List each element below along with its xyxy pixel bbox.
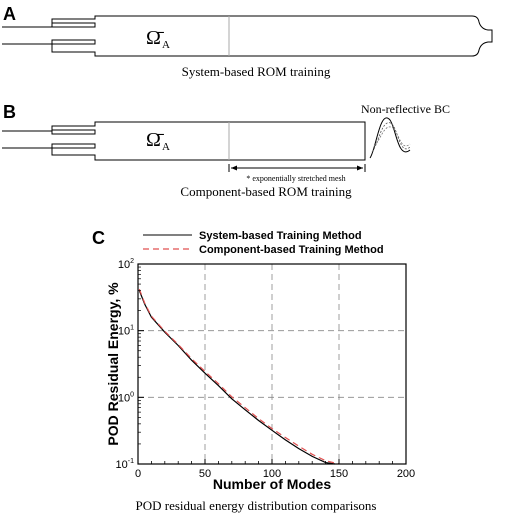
mesh-note: * exponentially stretched mesh xyxy=(246,174,345,183)
legend-label-component: Component-based Training Method xyxy=(199,244,384,256)
legend-label-system: System-based Training Method xyxy=(199,230,362,242)
panel-c-caption: POD residual energy distribution compari… xyxy=(136,498,377,513)
x-tick-label: 200 xyxy=(397,468,415,480)
series-line-0 xyxy=(138,290,336,465)
panel-b-letter: B xyxy=(3,102,16,122)
x-tick-label: 150 xyxy=(330,468,348,480)
x-tick-label: 50 xyxy=(199,468,211,480)
system-geometry xyxy=(2,15,493,57)
svg-text:Ω̄: Ω̄ xyxy=(146,129,165,151)
panel-c-letter: C xyxy=(92,228,105,248)
wave-icon xyxy=(369,117,411,159)
boundary-label: Non-reflective BC xyxy=(361,102,450,116)
x-tick-label: 100 xyxy=(263,468,281,480)
panel-a-letter: A xyxy=(3,4,16,24)
ticks: 0 50 100 150 200 10-1 100 101 102 xyxy=(116,258,416,480)
x-axis-title: Number of Modes xyxy=(213,476,331,492)
svg-text:A: A xyxy=(162,39,170,51)
mesh-span-arrow xyxy=(228,164,366,172)
grid xyxy=(138,264,406,464)
component-geometry xyxy=(2,121,366,161)
domain-label-a: Ω̄ A xyxy=(146,27,170,51)
legend: System-based Training Method Component-b… xyxy=(143,230,384,256)
y-tick-label: 101 xyxy=(118,325,134,338)
plot-area: 0 50 100 150 200 10-1 100 101 102 xyxy=(116,258,416,480)
x-tick-label: 0 xyxy=(135,468,141,480)
panel-b-caption: Component-based ROM training xyxy=(180,184,352,199)
y-tick-label: 10-1 xyxy=(116,458,135,471)
y-tick-label: 100 xyxy=(118,391,134,404)
series xyxy=(138,288,340,465)
svg-text:A: A xyxy=(162,141,170,153)
domain-label-b: Ω̄ A xyxy=(146,129,170,153)
svg-text:Ω̄: Ω̄ xyxy=(146,27,165,49)
y-tick-label: 102 xyxy=(118,258,134,271)
series-line-1 xyxy=(138,288,340,465)
y-axis-title: POD Residual Energy, % xyxy=(105,282,121,446)
panel-a-caption: System-based ROM training xyxy=(182,64,331,79)
